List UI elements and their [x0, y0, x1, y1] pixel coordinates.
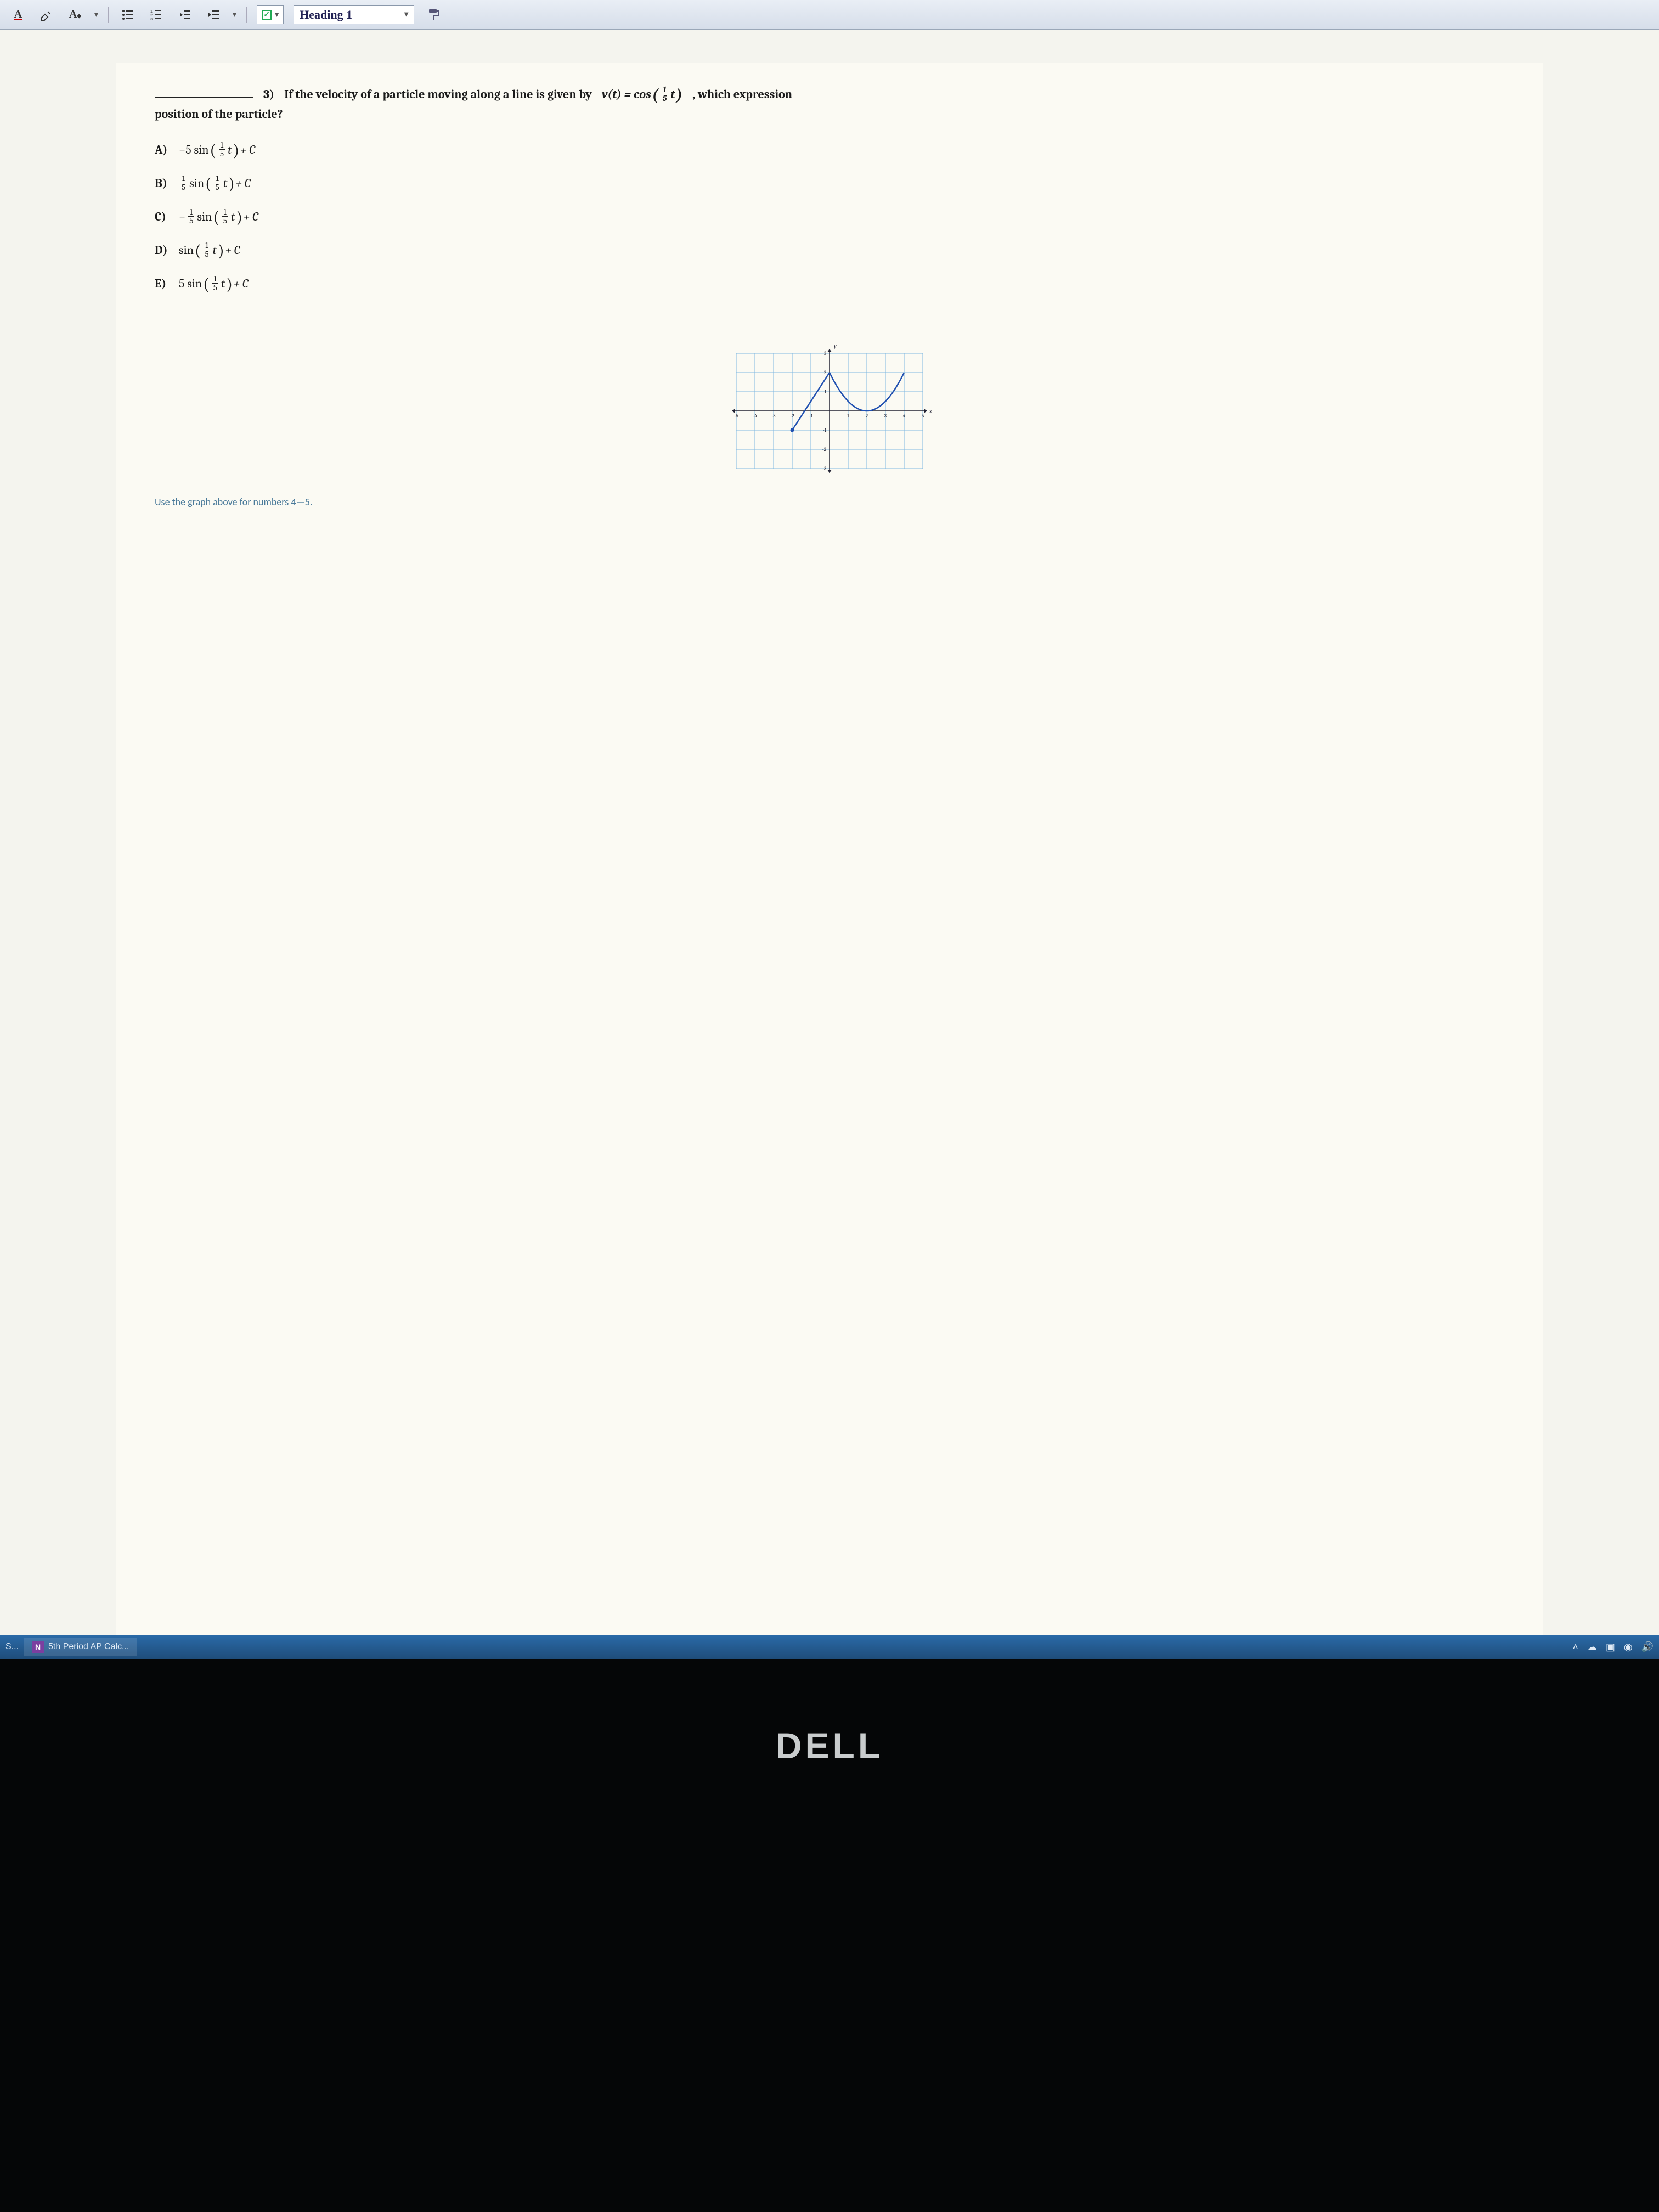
svg-text:y: y — [834, 342, 837, 349]
svg-text:-3: -3 — [771, 414, 775, 419]
answer-choice: E)5 sin(15t) + C — [155, 274, 1504, 293]
numbered-list-icon: 123 — [150, 8, 163, 21]
question-number: 3) — [263, 87, 274, 101]
answer-choices: A)−5 sin(15t) + C B)15sin(15t) + C C)−15si… — [155, 140, 1504, 293]
svg-text:-1: -1 — [823, 428, 827, 433]
chevron-down-icon[interactable]: ▾ — [233, 10, 236, 19]
toolbar-separator — [246, 7, 247, 23]
velocity-expression: v(t) = cos ( 15 t ) — [602, 84, 682, 104]
formatting-toolbar: A A◆ ▾ 123 ▾ ✓ ▾ Heading 1 ▾ — [0, 0, 1659, 30]
laptop-bezel: DELL — [0, 1659, 1659, 2212]
svg-text:-4: -4 — [753, 414, 757, 419]
svg-text:3: 3 — [150, 18, 153, 21]
taskbar-app-label: 5th Period AP Calc... — [48, 1642, 129, 1652]
numbered-list-button[interactable]: 123 — [147, 5, 166, 24]
taskbar-app-onenote[interactable]: N 5th Period AP Calc... — [24, 1638, 137, 1656]
answer-choice: C)−15sin(15t) + C — [155, 207, 1504, 226]
clear-formatting-button[interactable] — [37, 5, 56, 24]
document-page: 3) If the velocity of a particle moving … — [116, 63, 1543, 1635]
answer-choice: B)15sin(15t) + C — [155, 173, 1504, 193]
answer-choice: D)sin(15t) + C — [155, 240, 1504, 259]
font-color-button[interactable]: A — [9, 5, 27, 24]
graph-figure: -5-4-3-2-112345-3-2-1123yx — [725, 342, 934, 479]
style-selector[interactable]: Heading 1 ▾ — [294, 5, 414, 24]
increase-indent-button[interactable] — [204, 5, 223, 24]
svg-text:2: 2 — [150, 14, 153, 18]
decrease-indent-button[interactable] — [176, 5, 194, 24]
svg-text:-3: -3 — [822, 466, 826, 472]
highlight-color-button[interactable]: A◆ — [66, 5, 84, 24]
document-area: 3) If the velocity of a particle moving … — [0, 30, 1659, 1635]
svg-text:-2: -2 — [822, 447, 826, 453]
eraser-icon — [40, 8, 53, 21]
outdent-icon — [178, 8, 191, 21]
graph-container: -5-4-3-2-112345-3-2-1123yx — [155, 342, 1504, 479]
indent-icon — [207, 8, 220, 21]
svg-text:2: 2 — [824, 370, 826, 376]
svg-text:3: 3 — [824, 351, 826, 357]
todo-tag-dropdown[interactable]: ✓ ▾ — [257, 5, 284, 24]
wifi-icon[interactable]: ◉ — [1624, 1641, 1633, 1653]
chevron-down-icon: ▾ — [404, 10, 408, 19]
screen-area: A A◆ ▾ 123 ▾ ✓ ▾ Heading 1 ▾ — [0, 0, 1659, 1659]
choice-label: A) — [155, 143, 173, 157]
svg-text:5: 5 — [922, 414, 924, 419]
format-painter-button[interactable] — [424, 5, 443, 24]
checkbox-icon: ✓ — [262, 10, 272, 20]
bullet-list-icon — [121, 8, 134, 21]
question-header: 3) If the velocity of a particle moving … — [155, 84, 1504, 104]
svg-text:-5: -5 — [734, 414, 738, 419]
dell-logo: DELL — [776, 1725, 883, 1767]
paint-roller-icon — [427, 8, 440, 21]
answer-choice: A)−5 sin(15t) + C — [155, 140, 1504, 159]
answer-blank — [155, 86, 253, 98]
taskbar-stub[interactable]: S... — [5, 1642, 19, 1652]
svg-text:1: 1 — [150, 10, 153, 14]
choice-label: C) — [155, 210, 173, 224]
graph-caption: Use the graph above for numbers 4—5. — [155, 496, 1504, 508]
onedrive-icon[interactable]: ☁ — [1587, 1641, 1597, 1653]
windows-taskbar: S... N 5th Period AP Calc... ˄ ☁ ▣ ◉ 🔊 — [0, 1635, 1659, 1659]
question-text-2: , which expression — [692, 87, 792, 101]
bullet-list-button[interactable] — [119, 5, 137, 24]
svg-text:x: x — [929, 408, 932, 415]
volume-icon[interactable]: 🔊 — [1641, 1641, 1654, 1653]
choice-label: D) — [155, 243, 173, 257]
chevron-down-icon: ▾ — [275, 10, 279, 19]
question-text-1: If the velocity of a particle moving alo… — [284, 87, 592, 101]
svg-text:3: 3 — [884, 414, 887, 419]
choice-label: E) — [155, 276, 173, 291]
style-selector-label: Heading 1 — [300, 8, 352, 22]
tray-chevron-icon[interactable]: ˄ — [1572, 1641, 1578, 1653]
svg-text:4: 4 — [903, 414, 906, 419]
svg-text:2: 2 — [866, 414, 868, 419]
svg-text:-2: -2 — [790, 414, 794, 419]
svg-text:-1: -1 — [809, 414, 813, 419]
choice-label: B) — [155, 176, 173, 190]
system-tray: ˄ ☁ ▣ ◉ 🔊 — [1572, 1641, 1654, 1653]
onenote-icon: N — [32, 1641, 44, 1653]
toolbar-separator — [108, 7, 109, 23]
question-line-2: position of the particle? — [155, 107, 1504, 121]
chevron-down-icon[interactable]: ▾ — [94, 10, 98, 19]
battery-icon[interactable]: ▣ — [1606, 1641, 1615, 1653]
